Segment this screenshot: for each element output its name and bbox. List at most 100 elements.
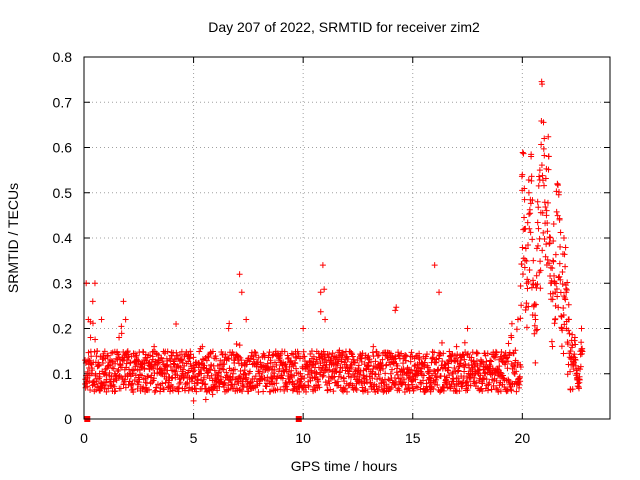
data-point [246, 368, 253, 375]
data-point [365, 362, 372, 369]
data-point [110, 365, 117, 372]
data-point [564, 341, 571, 348]
data-point [403, 352, 410, 359]
data-point [532, 312, 539, 319]
data-point [151, 375, 158, 382]
data-point [327, 357, 334, 364]
data-point [233, 340, 240, 347]
data-point [508, 387, 515, 394]
data-point [273, 362, 280, 369]
data-point [543, 207, 550, 214]
data-point [322, 379, 329, 386]
data-point [392, 307, 399, 314]
y-tick-label: 0.2 [53, 321, 73, 337]
data-point [375, 371, 382, 378]
data-point [576, 385, 583, 392]
data-point [539, 247, 546, 254]
data-point [148, 372, 155, 379]
data-point [180, 374, 187, 381]
data-point [522, 306, 529, 313]
data-point [273, 380, 280, 387]
data-point [427, 388, 434, 395]
data-point [550, 220, 557, 227]
data-point [454, 351, 461, 358]
data-point [539, 172, 546, 179]
data-point [98, 316, 105, 323]
data-point [363, 366, 370, 373]
data-point [330, 388, 337, 395]
data-point [91, 280, 98, 287]
data-point [525, 189, 532, 196]
data-point [106, 369, 113, 376]
data-point [351, 372, 358, 379]
data-point [508, 320, 515, 327]
x-tick-label: 10 [295, 430, 311, 446]
data-point [517, 363, 524, 370]
data-point [396, 387, 403, 394]
data-point [505, 376, 512, 383]
data-point [93, 353, 100, 360]
data-point [545, 166, 552, 173]
data-point [569, 342, 576, 349]
data-point [440, 350, 447, 357]
data-point [502, 349, 509, 356]
data-point [556, 189, 563, 196]
data-point [544, 228, 551, 235]
data-point [430, 386, 437, 393]
data-point [521, 264, 528, 271]
data-point [540, 145, 547, 152]
data-point [151, 389, 158, 396]
data-point [87, 334, 94, 341]
data-point [288, 373, 295, 380]
data-point [572, 341, 579, 348]
data-point [200, 374, 207, 381]
data-point [446, 372, 453, 379]
data-point [454, 368, 461, 375]
data-point [207, 366, 214, 373]
data-point [548, 277, 555, 284]
data-point [558, 324, 565, 331]
data-point [89, 298, 96, 305]
data-point [333, 362, 340, 369]
data-point [177, 351, 184, 358]
data-point [478, 379, 485, 386]
data-point [566, 330, 573, 337]
data-point [276, 365, 283, 372]
data-point [519, 149, 526, 156]
data-point [530, 257, 537, 264]
data-point [542, 175, 549, 182]
data-point [367, 358, 374, 365]
data-point [432, 359, 439, 366]
data-point [565, 301, 572, 308]
data-point [521, 185, 528, 192]
data-point [337, 384, 344, 391]
data-point [136, 379, 143, 386]
data-point [531, 322, 538, 329]
data-point [281, 348, 288, 355]
data-point [513, 368, 520, 375]
data-point [85, 357, 92, 364]
data-point [497, 369, 504, 376]
data-point [562, 296, 569, 303]
data-point [383, 381, 390, 388]
data-point [538, 162, 545, 169]
data-point [187, 355, 194, 362]
data-point [496, 382, 503, 389]
data-point [551, 272, 558, 279]
data-point [496, 363, 503, 370]
x-tick-label: 0 [80, 430, 88, 446]
data-point [103, 371, 110, 378]
data-point [102, 382, 109, 389]
data-point [265, 378, 272, 385]
data-point [445, 367, 452, 374]
data-point [481, 375, 488, 382]
data-point [202, 396, 209, 403]
data-point [284, 386, 291, 393]
data-point [250, 353, 257, 360]
data-point [232, 366, 239, 373]
data-point [320, 372, 327, 379]
data-point [174, 352, 181, 359]
data-point [102, 366, 109, 373]
data-point [225, 355, 232, 362]
data-point [222, 351, 229, 358]
